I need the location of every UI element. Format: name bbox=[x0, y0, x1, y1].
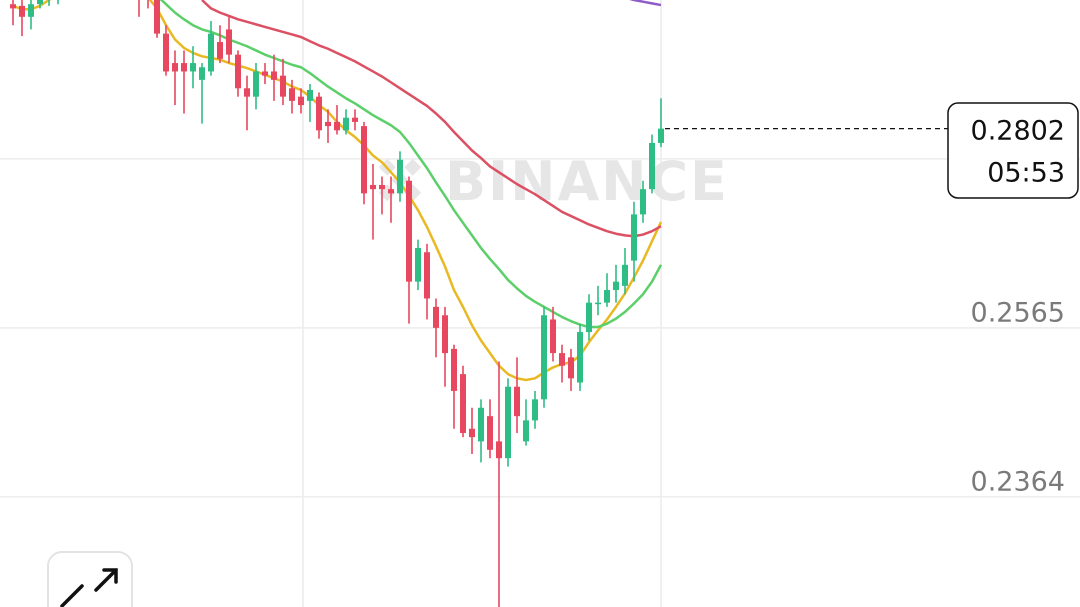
candle-body bbox=[379, 184, 385, 190]
candle-body bbox=[595, 302, 601, 305]
candle-body bbox=[478, 407, 484, 442]
candle-body bbox=[235, 54, 241, 89]
moving-average-line bbox=[629, 0, 662, 7]
candle-body bbox=[280, 75, 286, 97]
moving-average-line bbox=[201, 0, 662, 238]
candle-body bbox=[559, 353, 565, 366]
candle-body bbox=[415, 248, 421, 282]
y-tick-label: 0.2364 bbox=[971, 466, 1065, 497]
candle-body bbox=[10, 4, 16, 9]
candle-body bbox=[226, 29, 232, 55]
candle-body bbox=[37, 0, 43, 5]
price-tag-box bbox=[947, 102, 1079, 199]
candle-body bbox=[343, 117, 349, 131]
candle-body bbox=[496, 441, 502, 459]
candle-body bbox=[613, 281, 619, 291]
candle-body bbox=[208, 33, 214, 72]
candle-body bbox=[244, 88, 250, 97]
candle-body bbox=[460, 374, 466, 433]
candle-body bbox=[658, 128, 664, 143]
candle-body bbox=[181, 63, 187, 72]
candle-body bbox=[316, 96, 322, 131]
candle-body bbox=[163, 33, 169, 72]
candle-body bbox=[433, 306, 439, 328]
moving-average-line bbox=[159, 0, 663, 329]
candles bbox=[10, 0, 664, 607]
candle-body bbox=[271, 71, 277, 80]
candle-body bbox=[172, 63, 178, 72]
price-tag: 0.2802 05:53 bbox=[947, 102, 1079, 199]
candle-body bbox=[505, 386, 511, 459]
candle-body bbox=[190, 63, 196, 72]
candle-body bbox=[370, 184, 376, 190]
candle-body bbox=[442, 315, 448, 354]
candle-body bbox=[28, 4, 34, 17]
candle-body bbox=[532, 399, 538, 421]
last-price: 0.2802 bbox=[971, 116, 1065, 147]
candle-body bbox=[298, 96, 304, 106]
candle-body bbox=[514, 386, 520, 417]
candle-body bbox=[406, 180, 412, 282]
grid bbox=[0, 158, 1080, 498]
candle-body bbox=[262, 71, 268, 76]
candle-body bbox=[289, 88, 295, 101]
candle-body bbox=[199, 67, 205, 80]
candle-body bbox=[397, 159, 403, 194]
watermark-text: BINANCE bbox=[445, 150, 729, 213]
y-tick-label: 0.2565 bbox=[971, 297, 1065, 328]
candle-body bbox=[523, 420, 529, 442]
candle-body bbox=[253, 71, 259, 97]
candle-body bbox=[19, 5, 25, 17]
candle-body bbox=[550, 319, 556, 354]
candle-body bbox=[334, 121, 340, 131]
candle-body bbox=[577, 332, 583, 383]
candle-body bbox=[469, 428, 475, 438]
candle-body bbox=[154, 0, 160, 34]
candle-body bbox=[487, 416, 493, 450]
candle-body bbox=[451, 348, 457, 391]
candle-body bbox=[640, 189, 646, 215]
candle-body bbox=[361, 126, 367, 194]
countdown: 05:53 bbox=[987, 158, 1065, 189]
candle-body bbox=[352, 117, 358, 122]
candle-body bbox=[649, 142, 655, 190]
candle-body bbox=[541, 315, 547, 400]
expand-icon[interactable] bbox=[60, 568, 118, 607]
candle-body bbox=[424, 252, 430, 299]
candle-body bbox=[604, 290, 610, 303]
candle-body bbox=[586, 302, 592, 333]
candle-body bbox=[217, 42, 223, 59]
candle-body bbox=[388, 189, 394, 194]
expand-button-bg[interactable] bbox=[47, 551, 133, 607]
candle-body bbox=[325, 121, 331, 127]
candle-body bbox=[622, 264, 628, 286]
candle-body bbox=[631, 214, 637, 261]
candle-body bbox=[307, 89, 313, 101]
candle-body bbox=[568, 357, 574, 379]
expand-button[interactable] bbox=[47, 551, 133, 607]
